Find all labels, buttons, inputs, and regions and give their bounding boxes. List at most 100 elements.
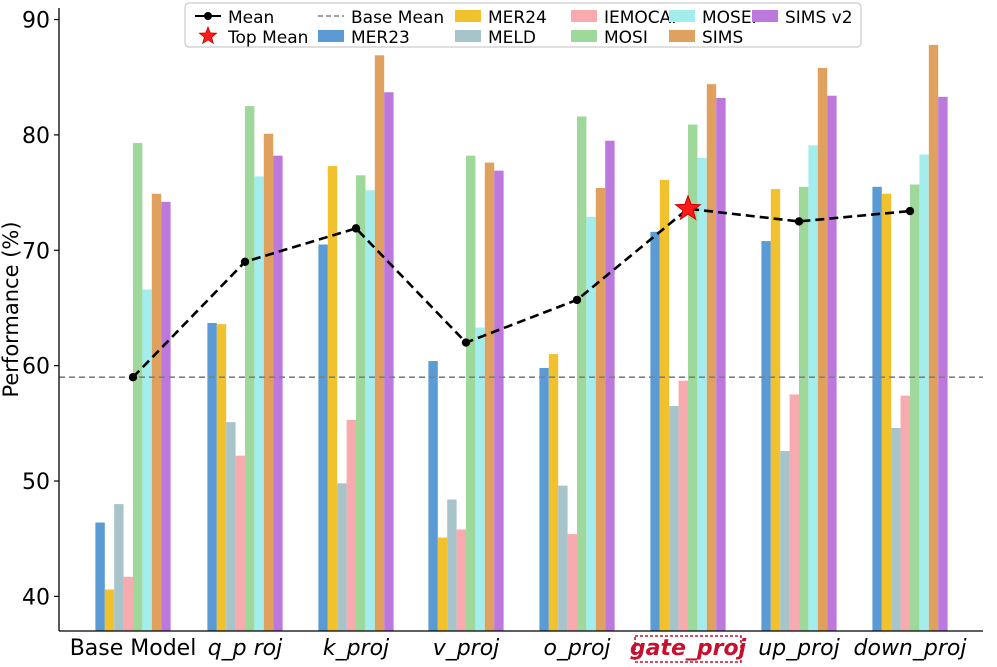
mean-point-base-model [128, 372, 138, 382]
bar-iemocap-k-proj [346, 419, 356, 631]
bar-iemocap-down-proj [900, 395, 910, 631]
bar-mer23-v-proj [428, 361, 438, 631]
bar-mer24-gate-proj [659, 179, 670, 631]
bar-group-o-proj [539, 116, 615, 632]
legend-item-mean: Mean [195, 8, 274, 28]
bar-sims-v2-o-proj [605, 140, 615, 631]
legend-swatch-mer24 [455, 10, 481, 22]
bar-group-base-model [95, 142, 171, 632]
bar-meld-k-proj [337, 483, 347, 631]
bar-sims-gate-proj [706, 84, 717, 631]
highlight-box-gate-proj [634, 635, 742, 663]
legend-swatch-sims-v2 [752, 10, 778, 22]
bar-group-gate-proj [650, 84, 726, 632]
y-tick-label-50: 50 [22, 470, 50, 495]
legend-label-meld: MELD [488, 28, 536, 48]
legend-label-mer23: MER23 [351, 28, 410, 48]
legend-label-mosi: MOSI [604, 28, 648, 48]
bar-sims-v2-gate-proj [716, 97, 726, 632]
legend-item-mer23: MER23 [318, 28, 410, 48]
mean-point-q-proj [240, 257, 250, 267]
bar-meld-o-proj [558, 485, 568, 631]
bar-mer23-k-proj [318, 244, 328, 631]
bar-mer24-base-model [104, 589, 115, 631]
bar-mer23-base-model [95, 522, 105, 631]
legend-item-mer24: MER24 [455, 8, 547, 28]
bar-mosi-q-proj [245, 106, 255, 631]
bar-sims-v2-base-model [161, 201, 171, 631]
y-tick-label-60: 60 [22, 355, 50, 380]
top-mean-star [674, 194, 702, 221]
bar-iemocap-v-proj [456, 529, 466, 631]
bar-meld-gate-proj [669, 406, 679, 631]
legend-swatch-sims [669, 30, 695, 42]
bar-group-k-proj [318, 55, 394, 632]
x-tick-label-down-proj: down_proj [854, 636, 968, 661]
bar-group-q-proj [207, 106, 283, 632]
bar-mosei-up-proj [808, 145, 818, 632]
bar-sims-down-proj [928, 44, 939, 632]
bar-sims-v2-down-proj [938, 96, 948, 632]
bar-meld-v-proj [447, 499, 457, 631]
legend-label-sims-v2: SIMS v2 [785, 8, 853, 28]
mean-point-v-proj [461, 338, 471, 347]
bar-mer23-q-proj [207, 322, 217, 631]
legend-item-sims: SIMS [669, 28, 743, 48]
bar-iemocap-base-model [123, 576, 133, 631]
bar-mer24-v-proj [437, 537, 448, 631]
bar-group-up-proj [761, 67, 837, 632]
x-tick-label-up-proj: up_proj [758, 636, 840, 661]
bar-mer24-o-proj [548, 354, 559, 631]
mean-line [132, 207, 911, 379]
bar-mosi-base-model [133, 142, 143, 632]
legend-label-sims: SIMS [702, 28, 743, 48]
bar-mosi-v-proj [466, 155, 476, 632]
bars-layer [95, 44, 948, 632]
y-tick-label-90: 90 [22, 9, 50, 34]
bar-sims-q-proj [263, 133, 274, 631]
bar-sims-up-proj [817, 67, 828, 632]
y-tick-label-40: 40 [22, 585, 50, 610]
y-axis-title: Performance (%) [0, 221, 23, 397]
legend-marker-mean [204, 12, 212, 20]
x-tick-label-o-proj: o_proj [543, 636, 611, 661]
legend-label-iemocap: IEMOCAP [604, 8, 682, 28]
bar-sims-v2-q-proj [273, 155, 283, 632]
bar-meld-down-proj [891, 427, 901, 631]
legend-swatch-mosi [571, 30, 597, 42]
legend-item-top-mean: Top Mean [198, 25, 308, 48]
axes-layer: 40 50 60 70 80 90 Performance (%) Base Model q_p… [0, 8, 983, 663]
bar-sims-base-model [151, 193, 162, 631]
bar-mosei-o-proj [586, 216, 596, 631]
bar-iemocap-o-proj [567, 534, 577, 631]
legend-swatch-mer23 [318, 30, 344, 42]
legend-label-mer24: MER24 [488, 8, 547, 28]
bar-mer23-o-proj [539, 367, 549, 631]
legend-marker-top-mean [198, 25, 218, 45]
x-tick-label-v-proj: v_proj [433, 636, 500, 661]
bar-sims-v2-k-proj [384, 92, 394, 632]
bar-mosei-q-proj [254, 176, 264, 631]
legend-label-top-mean: Top Mean [227, 28, 308, 48]
x-tick-label-gate-proj: gate_proj [630, 636, 747, 661]
mean-point-o-proj [572, 295, 582, 305]
bar-mosei-down-proj [919, 154, 929, 631]
bar-mer23-up-proj [761, 241, 771, 632]
legend-swatch-meld [455, 30, 481, 42]
bar-sims-v2-v-proj [494, 170, 504, 632]
bar-sims-v2-up-proj [827, 95, 837, 632]
legend-swatch-iemocap [571, 10, 597, 22]
bar-mer24-down-proj [881, 193, 892, 631]
bar-iemocap-gate-proj [678, 380, 688, 631]
bar-meld-base-model [114, 504, 124, 631]
bar-meld-up-proj [780, 451, 790, 631]
legend-item-iemocap: IEMOCAP [571, 8, 682, 28]
x-tick-label-base-model: Base Model [70, 636, 197, 661]
bar-group-down-proj [872, 44, 948, 632]
bar-mosi-up-proj [799, 186, 809, 631]
legend-label-mean: Mean [228, 8, 274, 28]
bar-mosi-o-proj [577, 116, 587, 631]
bar-sims-o-proj [595, 187, 606, 632]
